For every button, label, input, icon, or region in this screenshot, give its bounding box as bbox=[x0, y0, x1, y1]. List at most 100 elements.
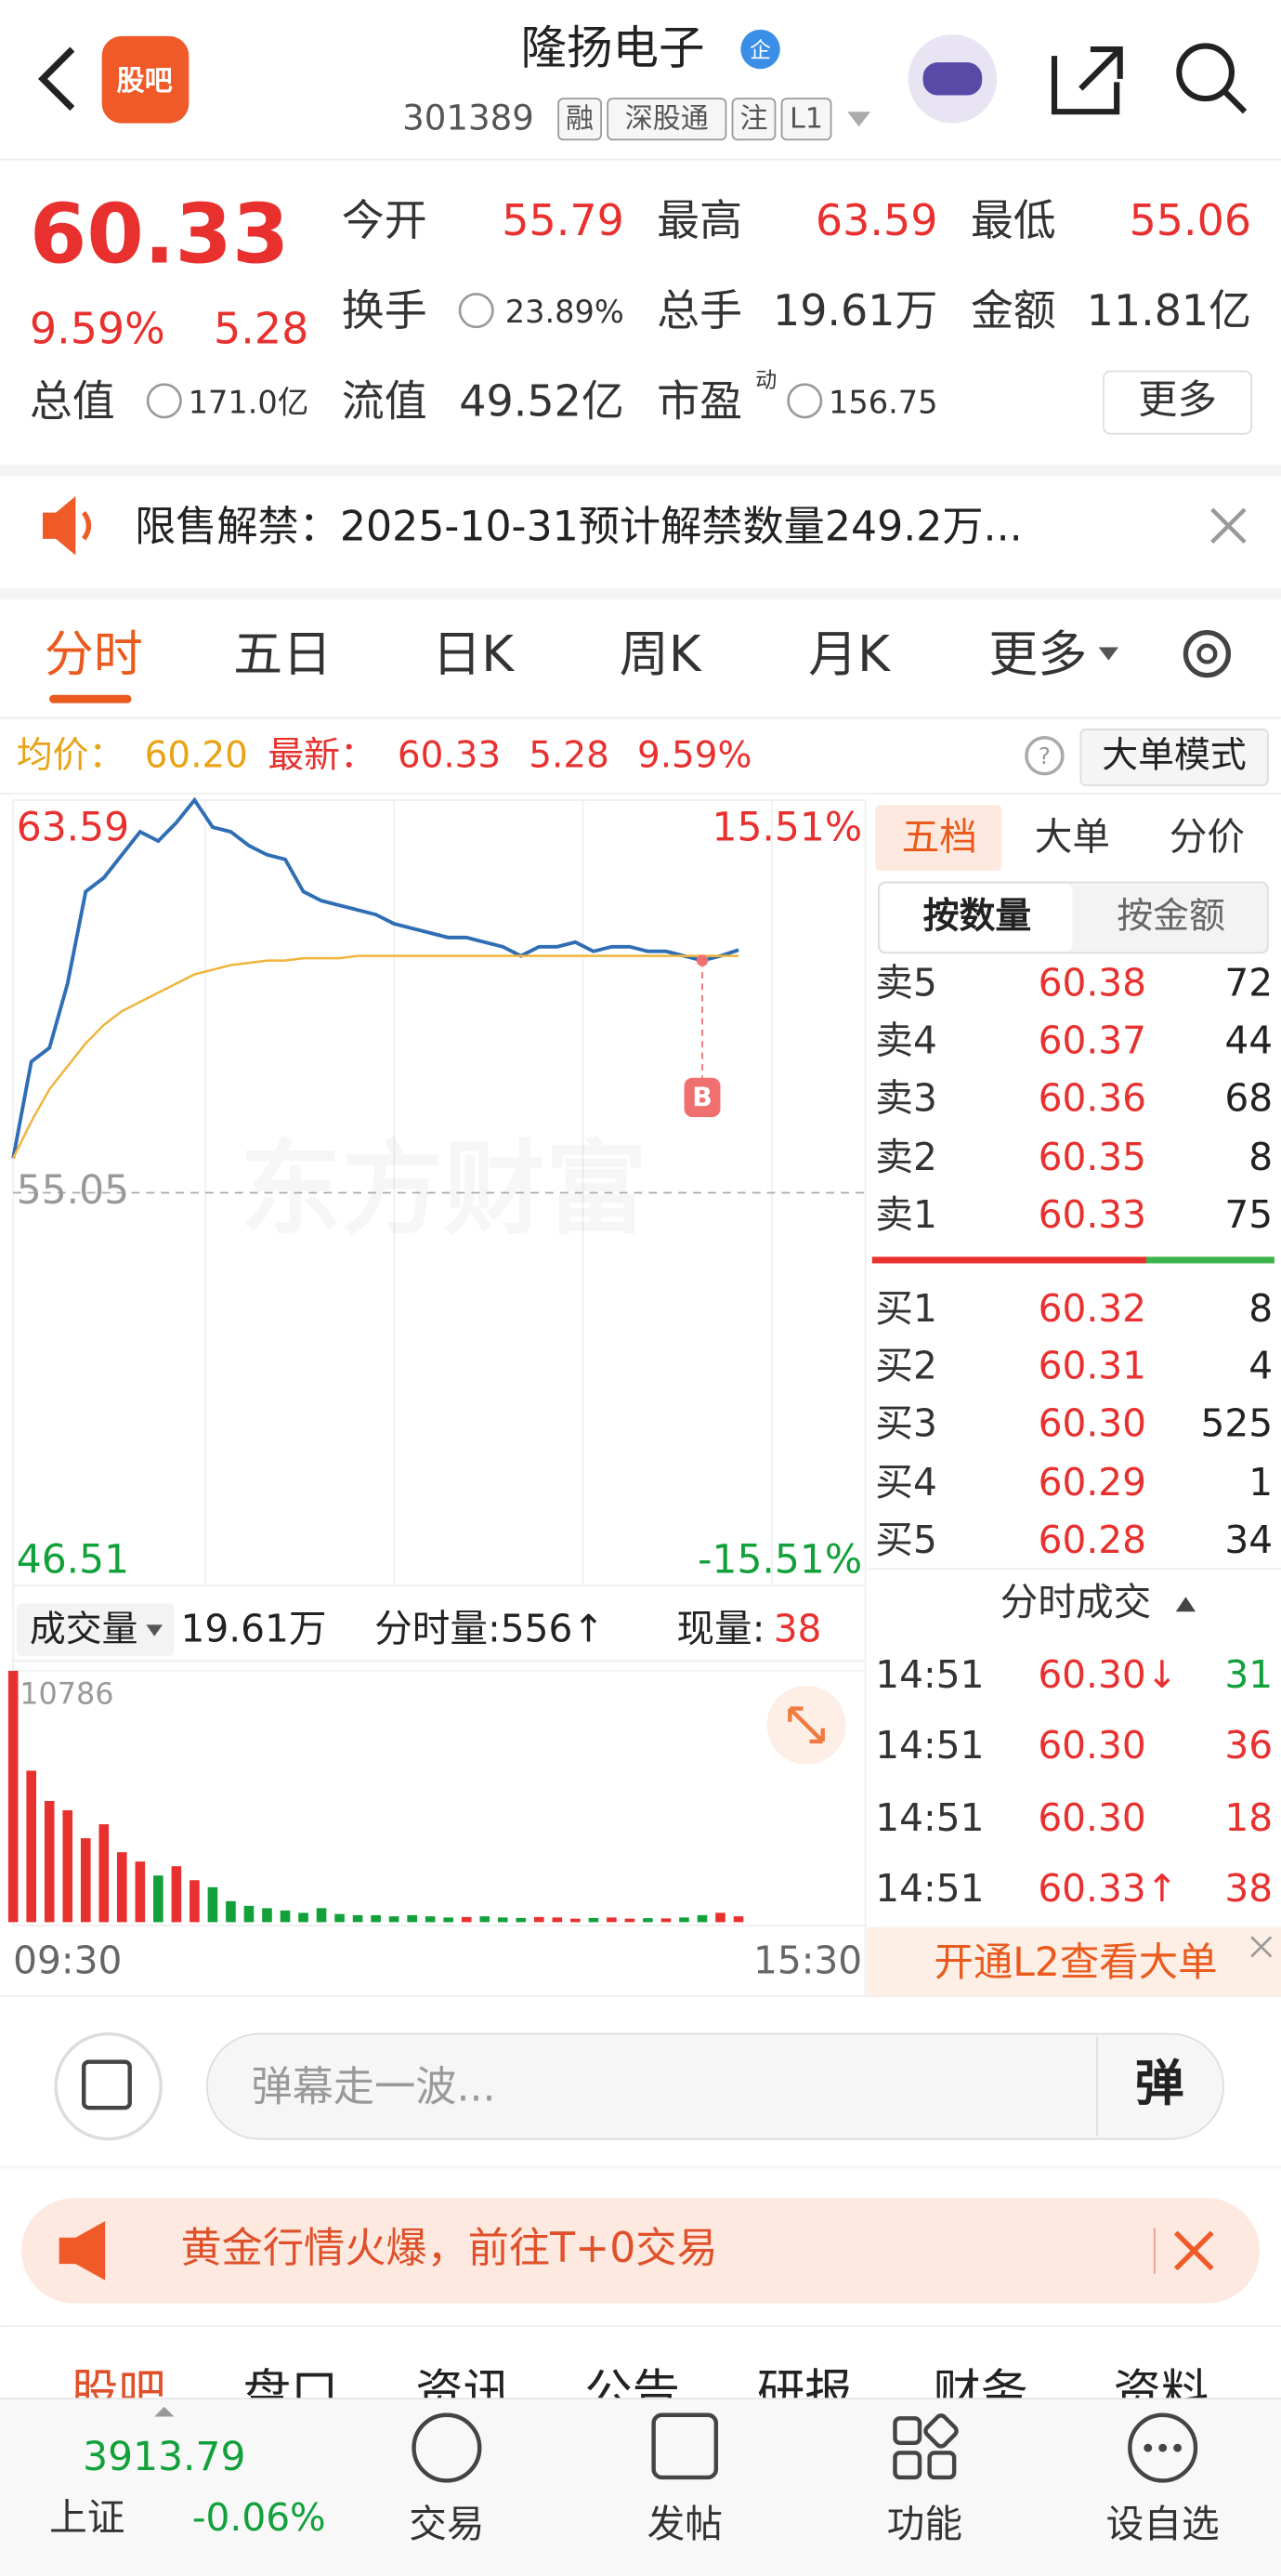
volume-bar bbox=[171, 1866, 182, 1923]
field-label: 总手 bbox=[657, 285, 742, 335]
back-button[interactable] bbox=[37, 46, 75, 112]
book-tab[interactable]: 分价 bbox=[1170, 814, 1245, 859]
notice-close[interactable] bbox=[1210, 507, 1247, 544]
badge: 企 bbox=[750, 38, 771, 62]
more-button-label[interactable]: 更多 bbox=[1138, 378, 1217, 424]
post-icon[interactable] bbox=[651, 2412, 719, 2480]
danmaku-button[interactable]: 弹 bbox=[1135, 2055, 1184, 2112]
help-icon[interactable] bbox=[1025, 736, 1065, 776]
index-value[interactable]: 3913.79 bbox=[83, 2435, 245, 2480]
period-tab[interactable]: 周K bbox=[620, 625, 702, 683]
y2-tick-label: 15.51% bbox=[712, 805, 862, 850]
volume-bar bbox=[461, 1916, 472, 1923]
search-button[interactable] bbox=[1176, 43, 1235, 102]
book-subtab[interactable]: 按数量 bbox=[923, 896, 1032, 938]
last-price: 60.33 bbox=[30, 187, 290, 283]
info-icon[interactable] bbox=[787, 383, 823, 419]
book-qty: 68 bbox=[1224, 1075, 1273, 1120]
ask-bar bbox=[871, 1256, 1146, 1264]
trade-badge-label: B bbox=[692, 1083, 712, 1113]
period-tab[interactable]: 日K bbox=[432, 625, 515, 683]
expand-icon bbox=[788, 1706, 825, 1744]
change-pct: 9.59% bbox=[30, 304, 165, 354]
info-icon[interactable] bbox=[458, 293, 494, 329]
volume-bar bbox=[226, 1900, 236, 1923]
nav-item[interactable]: 交易 bbox=[409, 2502, 484, 2546]
trade-price: 60.30↓ bbox=[1038, 1652, 1177, 1697]
info-avg: 60.20 bbox=[145, 734, 248, 776]
tag: 融 bbox=[566, 103, 594, 136]
volume-bar bbox=[117, 1852, 127, 1923]
book-qty: 8 bbox=[1248, 1135, 1273, 1179]
volume-selector[interactable] bbox=[16, 1603, 175, 1656]
price-line bbox=[11, 796, 739, 1159]
l2-banner-bg[interactable] bbox=[867, 1926, 1281, 1996]
dropdown-caret[interactable] bbox=[847, 112, 870, 127]
field-value: 19.61万 bbox=[773, 285, 938, 335]
period-tab[interactable]: 月K bbox=[808, 625, 891, 683]
period-tab[interactable]: 五日 bbox=[233, 625, 332, 683]
speaker-wave bbox=[81, 510, 92, 541]
info-latest: 60.33 bbox=[398, 734, 501, 776]
tab-active-bg bbox=[875, 805, 1002, 871]
book-subtab[interactable]: 按金额 bbox=[1117, 896, 1225, 938]
logo[interactable] bbox=[101, 35, 190, 124]
danmaku-settings[interactable] bbox=[54, 2031, 163, 2141]
promo-text: 黄金行情火爆，前往T+0交易 bbox=[181, 2225, 718, 2272]
field-label: 市盈 bbox=[657, 375, 742, 426]
period-tab[interactable]: 更多 bbox=[988, 625, 1087, 683]
field-value: 63.59 bbox=[816, 195, 938, 245]
current-volume-label: 现量: bbox=[676, 1606, 765, 1650]
volume-bar bbox=[243, 1905, 255, 1923]
volume-bar bbox=[153, 1875, 163, 1923]
book-qty: 1 bbox=[1248, 1460, 1273, 1505]
book-level: 卖3 bbox=[875, 1075, 937, 1120]
info-icon[interactable] bbox=[146, 383, 182, 419]
book-price: 60.38 bbox=[1039, 961, 1146, 1005]
promo-close[interactable] bbox=[1173, 2230, 1214, 2271]
volume-title: 成交量 bbox=[30, 1609, 138, 1650]
index-change: -0.06% bbox=[192, 2495, 326, 2540]
l2-banner[interactable]: 开通L2查看大单 bbox=[934, 1940, 1217, 1986]
avg-line bbox=[12, 954, 739, 1159]
func-icon[interactable] bbox=[893, 2416, 922, 2446]
field-value: 55.79 bbox=[502, 195, 624, 245]
more-button[interactable] bbox=[1103, 370, 1253, 435]
stock-name: 隆扬电子 bbox=[520, 20, 704, 74]
share-button[interactable] bbox=[1051, 46, 1123, 115]
func-icon bbox=[923, 2413, 959, 2449]
comment-input[interactable] bbox=[205, 2032, 1224, 2140]
mode-button[interactable] bbox=[1079, 729, 1269, 786]
y-tick-label: 46.51 bbox=[17, 1538, 129, 1584]
book-level: 卖4 bbox=[875, 1019, 937, 1063]
book-tab[interactable]: 大单 bbox=[1035, 814, 1110, 859]
subtab-active-bg[interactable] bbox=[880, 884, 1073, 952]
trade-time: 14:51 bbox=[875, 1866, 984, 1911]
book-level: 买4 bbox=[875, 1460, 937, 1505]
period-tab[interactable]: 分时 bbox=[45, 625, 143, 683]
volume-bar bbox=[80, 1838, 91, 1923]
help-mark: ? bbox=[1039, 743, 1051, 769]
book-level: 卖2 bbox=[875, 1135, 937, 1179]
l2-close[interactable] bbox=[1250, 1936, 1273, 1958]
divider bbox=[0, 2165, 1281, 2169]
watchlist-icon[interactable] bbox=[1128, 2412, 1198, 2483]
promo-banner[interactable] bbox=[21, 2198, 1260, 2304]
nav-item[interactable]: 功能 bbox=[887, 2502, 962, 2546]
settings-button[interactable] bbox=[1183, 629, 1232, 678]
field-value: 55.06 bbox=[1130, 195, 1252, 245]
trade-qty: 38 bbox=[1224, 1866, 1273, 1911]
trades-caret bbox=[1175, 1597, 1196, 1612]
volume-bar bbox=[624, 1918, 635, 1923]
trade-icon[interactable] bbox=[412, 2412, 482, 2483]
volume-bar bbox=[570, 1918, 581, 1923]
y-tick-label: 63.59 bbox=[17, 805, 129, 850]
nav-item[interactable]: 发帖 bbox=[647, 2502, 723, 2546]
tag: L1 bbox=[790, 103, 823, 136]
book-tab[interactable]: 五档 bbox=[902, 814, 977, 859]
mode-label[interactable]: 大单模式 bbox=[1102, 734, 1247, 776]
field-label: 换手 bbox=[342, 285, 427, 335]
nav-item[interactable]: 设自选 bbox=[1106, 2502, 1220, 2546]
field-superscript: 动 bbox=[755, 369, 777, 393]
settings-inner bbox=[1196, 643, 1218, 664]
